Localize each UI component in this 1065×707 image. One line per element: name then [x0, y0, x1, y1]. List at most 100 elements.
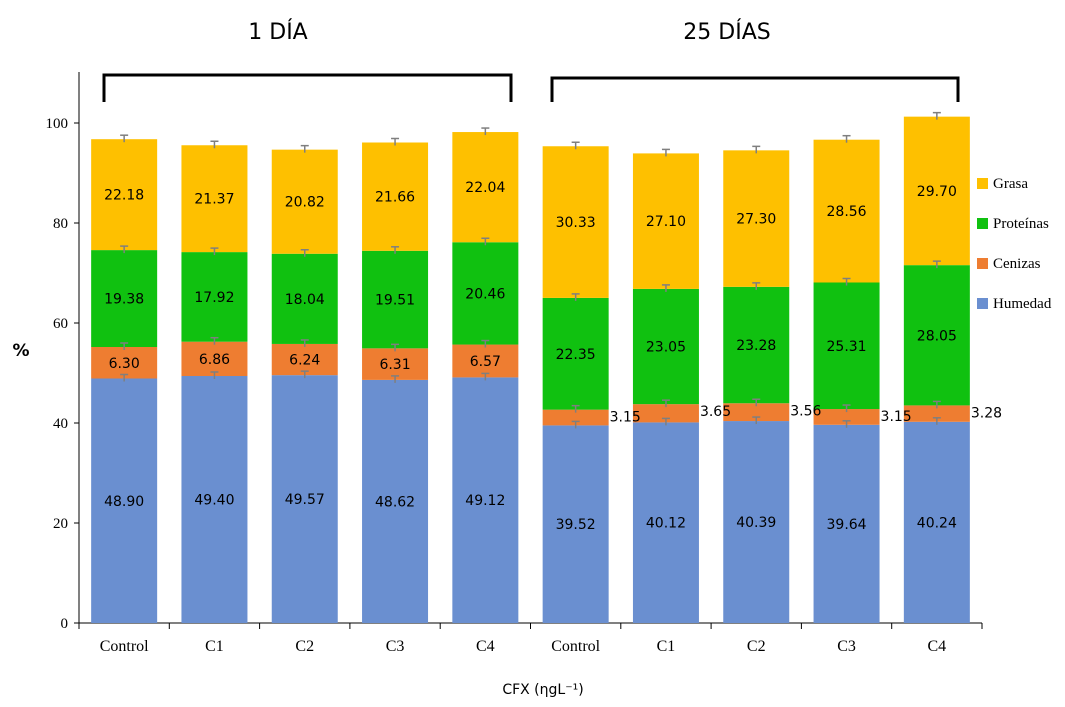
bar-segment-cenizas — [813, 409, 880, 425]
bar-segment-cenizas — [723, 403, 790, 422]
legend-label: Humedad — [993, 296, 1052, 312]
x-axis-ticks: Control C1 C2 C3 C4 Control C1 C2 C3 C4 — [78, 623, 983, 655]
legend: Grasa Proteínas Cenizas Humedad — [977, 176, 1052, 312]
data-label: 39.52 — [556, 517, 596, 533]
bar-segment-grasa — [91, 139, 158, 251]
data-label: 28.05 — [917, 328, 957, 344]
y-tick-label: 100 — [46, 116, 69, 132]
data-label: 48.62 — [375, 494, 415, 510]
data-labels: 48.90 6.30 19.38 22.18 49.40 6.86 17.92 21.37 49… — [104, 180, 1002, 533]
data-label: 23.28 — [736, 338, 776, 354]
x-tick-label: C4 — [476, 638, 495, 655]
bar-segment-humedad — [542, 425, 609, 623]
y-tick-label: 60 — [53, 316, 68, 332]
data-label: 20.82 — [285, 195, 325, 211]
bar-segment-proteinas — [542, 297, 609, 410]
data-label: 22.18 — [104, 188, 144, 204]
data-label: 3.65 — [700, 404, 731, 420]
bar-segment-cenizas — [452, 344, 519, 378]
bar-segment-humedad — [362, 379, 429, 623]
data-label: 40.24 — [917, 515, 957, 531]
bar-segment-grasa — [452, 132, 519, 243]
legend-swatch — [977, 258, 988, 269]
legend-label: Cenizas — [993, 256, 1041, 272]
bar-segment-grasa — [542, 146, 609, 298]
data-label: 28.56 — [827, 204, 867, 220]
bar-segment-grasa — [632, 153, 699, 289]
error-bars — [120, 111, 941, 429]
y-axis-title: % — [12, 341, 29, 361]
data-label: 27.30 — [736, 212, 776, 228]
data-label: 18.04 — [285, 292, 325, 308]
y-tick-label: 80 — [53, 216, 68, 232]
data-label: 3.56 — [790, 403, 821, 419]
bar-segment-cenizas — [181, 341, 248, 376]
bar-segment-grasa — [362, 142, 429, 251]
bar-segment-humedad — [813, 424, 880, 623]
legend-swatch — [977, 298, 988, 309]
data-label: 22.04 — [465, 180, 505, 196]
data-label: 6.30 — [109, 356, 140, 372]
data-label: 48.90 — [104, 494, 144, 510]
data-label: 30.33 — [556, 215, 596, 231]
group-title-1-dia: 1 DÍA — [248, 19, 307, 45]
bar-segment-grasa — [903, 116, 970, 266]
x-tick-label: C4 — [928, 638, 947, 655]
data-label: 6.86 — [199, 352, 230, 368]
x-tick-label: C1 — [657, 638, 676, 655]
data-label: 6.31 — [379, 357, 410, 373]
data-label: 20.46 — [465, 286, 505, 302]
data-label: 25.31 — [827, 339, 867, 355]
bar-segment-humedad — [723, 421, 790, 623]
group-title-25-dias: 25 DÍAS — [683, 19, 770, 45]
bar-segment-proteinas — [632, 288, 699, 405]
bar-segment-proteinas — [271, 253, 338, 344]
x-tick-label: Control — [551, 638, 600, 655]
legend-swatch — [977, 178, 988, 189]
y-tick-label: 40 — [53, 416, 68, 432]
data-label: 19.51 — [375, 293, 415, 309]
legend-swatch — [977, 218, 988, 229]
data-label: 23.05 — [646, 340, 686, 356]
data-label: 22.35 — [556, 347, 596, 363]
bar-segment-proteinas — [452, 242, 519, 345]
x-tick-label: C1 — [205, 638, 224, 655]
group-bracket-25-dias — [550, 76, 960, 102]
bar-segment-proteinas — [362, 250, 429, 349]
bar-segment-grasa — [271, 149, 338, 254]
data-label: 19.38 — [104, 292, 144, 308]
bar-segment-proteinas — [723, 286, 790, 404]
data-label: 49.12 — [465, 493, 505, 509]
y-axis-ticks: 0 20 40 60 80 100 — [46, 116, 79, 632]
data-label: 49.57 — [285, 492, 325, 508]
bar-segment-proteinas — [813, 282, 880, 410]
bar-segment-grasa — [813, 139, 880, 283]
x-tick-label: C3 — [837, 638, 856, 655]
bar-segment-grasa — [181, 145, 248, 253]
data-label: 6.24 — [289, 353, 320, 369]
data-label: 39.64 — [827, 517, 867, 533]
bar-segment-grasa — [723, 150, 790, 287]
data-label: 21.37 — [194, 192, 234, 208]
bar-segment-humedad — [903, 421, 970, 623]
x-tick-label: Control — [100, 638, 149, 655]
data-label: 40.39 — [736, 515, 776, 531]
x-axis-title: CFX (ηgL⁻¹) — [502, 682, 583, 698]
bar-segments — [91, 116, 970, 623]
legend-label: Grasa — [993, 176, 1028, 192]
bar-segment-humedad — [632, 422, 699, 623]
x-tick-label: C2 — [747, 638, 766, 655]
bar-segment-humedad — [271, 375, 338, 623]
data-label: 17.92 — [194, 290, 234, 306]
bar-segment-humedad — [452, 377, 519, 623]
data-label: 3.15 — [881, 409, 912, 425]
bar-segment-cenizas — [542, 409, 609, 426]
bar-segment-cenizas — [91, 347, 158, 379]
bar-segment-proteinas — [903, 265, 970, 406]
bar-segment-humedad — [181, 376, 248, 623]
data-label: 21.66 — [375, 190, 415, 206]
data-label: 6.57 — [470, 354, 501, 370]
bar-segment-cenizas — [362, 348, 429, 380]
data-label: 49.40 — [194, 493, 234, 509]
